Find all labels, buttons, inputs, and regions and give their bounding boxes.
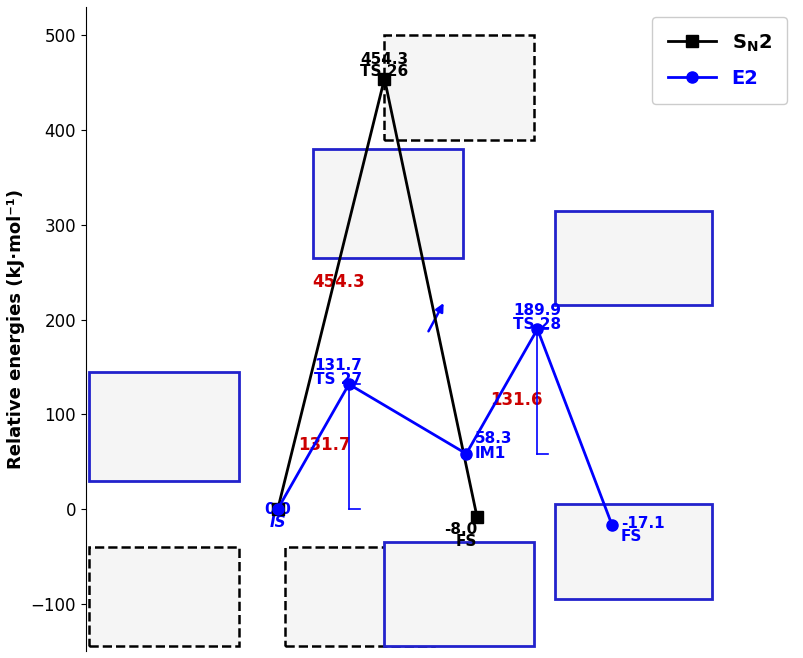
Bar bbox=[313, 149, 463, 258]
Bar bbox=[555, 211, 711, 305]
Y-axis label: Relative energies (kJ·mol⁻¹): Relative energies (kJ·mol⁻¹) bbox=[7, 189, 25, 469]
Bar bbox=[555, 504, 711, 599]
Text: -17.1: -17.1 bbox=[620, 516, 663, 531]
Bar bbox=[384, 542, 533, 646]
Text: IM1: IM1 bbox=[475, 446, 505, 461]
Text: 58.3: 58.3 bbox=[475, 431, 512, 446]
Bar bbox=[89, 547, 238, 646]
Bar bbox=[384, 36, 533, 139]
Bar bbox=[89, 372, 238, 480]
Text: 454.3: 454.3 bbox=[312, 272, 365, 291]
Text: 454.3: 454.3 bbox=[360, 52, 408, 67]
Text: TS 26: TS 26 bbox=[360, 64, 408, 79]
Text: 0.0: 0.0 bbox=[264, 501, 291, 517]
Text: 131.7: 131.7 bbox=[314, 358, 361, 373]
Text: 131.6: 131.6 bbox=[489, 391, 542, 409]
Bar bbox=[284, 547, 434, 646]
Text: 189.9: 189.9 bbox=[513, 303, 560, 318]
Text: IS: IS bbox=[269, 515, 286, 530]
Text: FS: FS bbox=[620, 529, 642, 544]
Text: FS: FS bbox=[455, 534, 476, 549]
Text: -8.0: -8.0 bbox=[443, 522, 476, 537]
Text: TS 27: TS 27 bbox=[314, 372, 362, 387]
Legend: $\mathbf{S_N2}$, E2: $\mathbf{S_N2}$, E2 bbox=[651, 16, 786, 103]
Text: 131.7: 131.7 bbox=[297, 436, 350, 453]
Text: TS 28: TS 28 bbox=[513, 317, 560, 332]
